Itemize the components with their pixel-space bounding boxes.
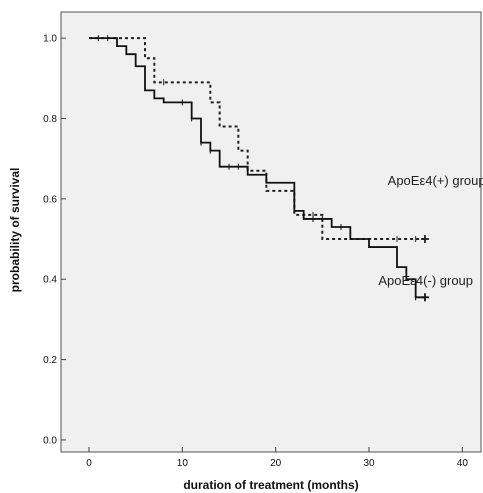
y-axis-title: probability of survival [8, 168, 22, 293]
y-tick-label: 0.2 [43, 355, 57, 366]
y-tick-label: 1.0 [43, 34, 57, 45]
series-label: ApoEε4(-) group [378, 273, 473, 288]
censor-mark-apoe4-negative [421, 293, 429, 302]
x-axis-title: duration of treatment (months) [183, 478, 358, 492]
y-tick-label: 0.6 [43, 194, 57, 205]
x-tick-label: 0 [86, 458, 92, 469]
series-line-apoe4-negative [89, 37, 425, 299]
x-tick-label: 10 [177, 458, 189, 469]
x-axis: 0 10 20 30 40 [86, 447, 468, 469]
plot-area [60, 11, 482, 453]
y-tick-label: 0.4 [43, 275, 57, 286]
y-axis: 0.0 0.2 0.4 0.6 0.8 1.0 [43, 34, 66, 446]
censor-mark-apoe4-positive [421, 235, 429, 244]
x-tick-label: 20 [270, 458, 282, 469]
x-tick-label: 30 [363, 458, 375, 469]
annotation-layer: ApoEε4(+) group ApoEε4(-) group [378, 173, 483, 288]
x-tick-label: 40 [457, 458, 469, 469]
series-layer [89, 35, 429, 302]
y-tick-label: 0.0 [43, 435, 57, 446]
series-label: ApoEε4(+) group [388, 173, 483, 188]
y-tick-label: 0.8 [43, 114, 57, 125]
